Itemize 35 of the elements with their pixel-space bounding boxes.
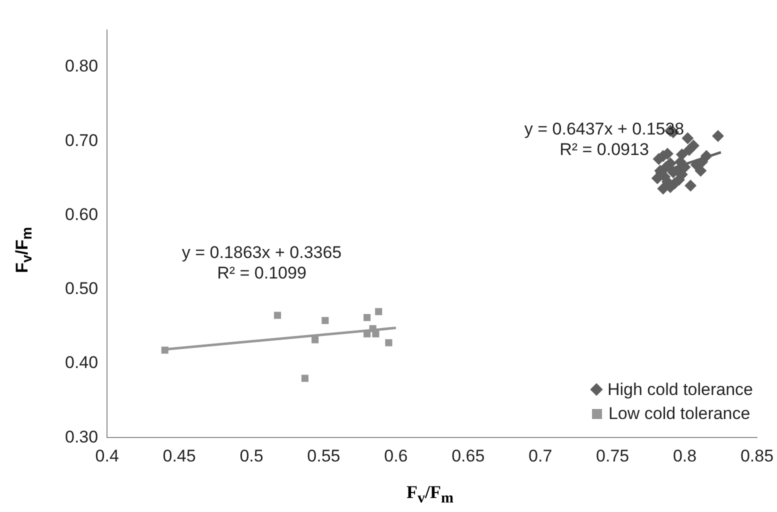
legend-label: High cold tolerance: [607, 380, 753, 400]
point: [161, 346, 168, 354]
point: [683, 144, 696, 156]
y-tick-label: 0.80: [64, 56, 98, 76]
y-tick-label: 0.30: [64, 427, 98, 446]
point: [312, 336, 319, 344]
x-axis-title: F$_{v}$/F$_{m}$: [406, 482, 454, 508]
x-tick-label: 0.55: [307, 446, 340, 466]
legend-label: Low cold tolerance: [608, 404, 750, 424]
y-tick-label: 0.40: [64, 353, 98, 372]
x-tick-label: 0.5: [240, 446, 264, 466]
point: [364, 314, 371, 322]
point: [684, 180, 697, 192]
y-tick-label: 0.60: [64, 204, 98, 224]
x-tick-label: 0.8: [672, 446, 697, 466]
x-tick-label: 0.75: [596, 446, 630, 466]
x-tick-label: 0.45: [162, 446, 196, 466]
annotation: R² = 0.1099: [217, 263, 306, 282]
point: [322, 316, 329, 324]
annotation: y = 0.1863x + 0.3365: [182, 243, 342, 262]
point: [375, 308, 382, 316]
point: [301, 374, 308, 382]
annotation: R² = 0.0913: [560, 140, 649, 159]
y-tick-label: 0.70: [64, 130, 98, 150]
point: [274, 312, 282, 319]
point: [712, 130, 724, 142]
x-tick-label: 0.85: [740, 446, 774, 466]
x-tick-label: 0.7: [528, 446, 552, 466]
x-tick-label: 0.65: [452, 446, 485, 466]
point: [372, 330, 380, 338]
point: [682, 132, 694, 144]
x-tick-label: 0.4: [95, 446, 119, 466]
point: [385, 339, 392, 346]
y-tick-label: 0.50: [64, 279, 98, 298]
x-tick-label: 0.6: [384, 446, 408, 466]
